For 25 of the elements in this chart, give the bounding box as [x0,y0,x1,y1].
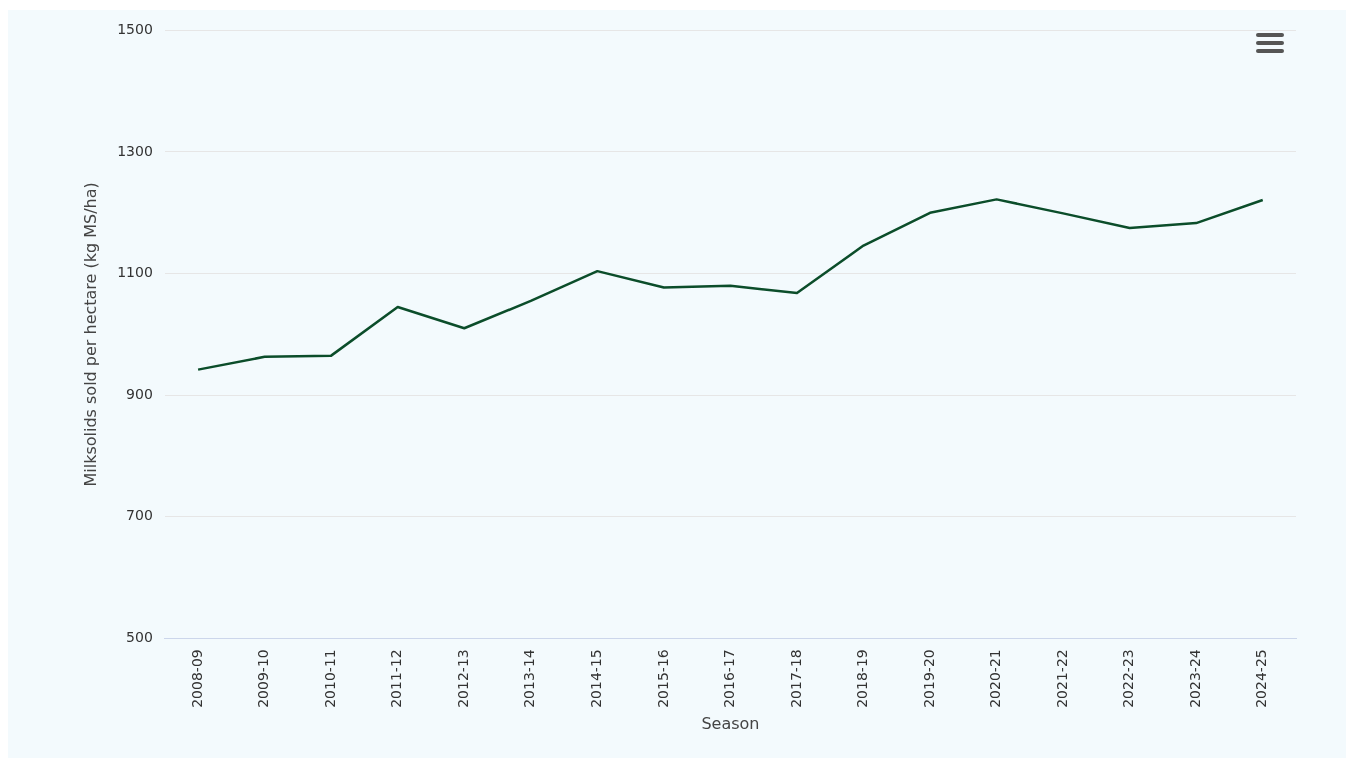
x-tick-label: 2018-19 [854,649,871,708]
y-axis-title: Milksolids sold per hectare (kg MS/ha) [80,182,100,487]
x-tick-label: 2024-25 [1253,649,1270,708]
x-tick-label: 2019-20 [920,649,937,708]
x-tick-label: 2020-21 [987,649,1004,708]
y-tick-label: 1100 [117,264,153,281]
x-tick-label: 2023-24 [1186,649,1203,708]
x-tick-label: 2014-15 [587,649,604,708]
x-tick-label: 2021-22 [1053,649,1070,708]
x-tick-label: 2011-12 [388,649,405,708]
x-tick-label: 2017-18 [787,649,804,708]
y-tick-label: 500 [126,628,153,645]
x-tick-label: 2022-23 [1120,649,1137,708]
x-tick-label: 2012-13 [454,649,471,708]
y-tick-label: 900 [126,385,153,402]
x-tick-label: 2016-17 [721,649,738,708]
x-tick-label: 2008-09 [188,649,205,708]
y-tick-label: 1300 [117,142,153,159]
x-tick-label: 2015-16 [654,649,671,708]
x-axis-title: Season [701,713,760,733]
x-tick-label: 2013-14 [521,649,538,708]
y-tick-label: 1500 [117,21,153,38]
y-tick-label: 700 [126,507,153,524]
x-tick-label: 2009-10 [255,649,272,708]
x-tick-label: 2010-11 [321,649,338,708]
